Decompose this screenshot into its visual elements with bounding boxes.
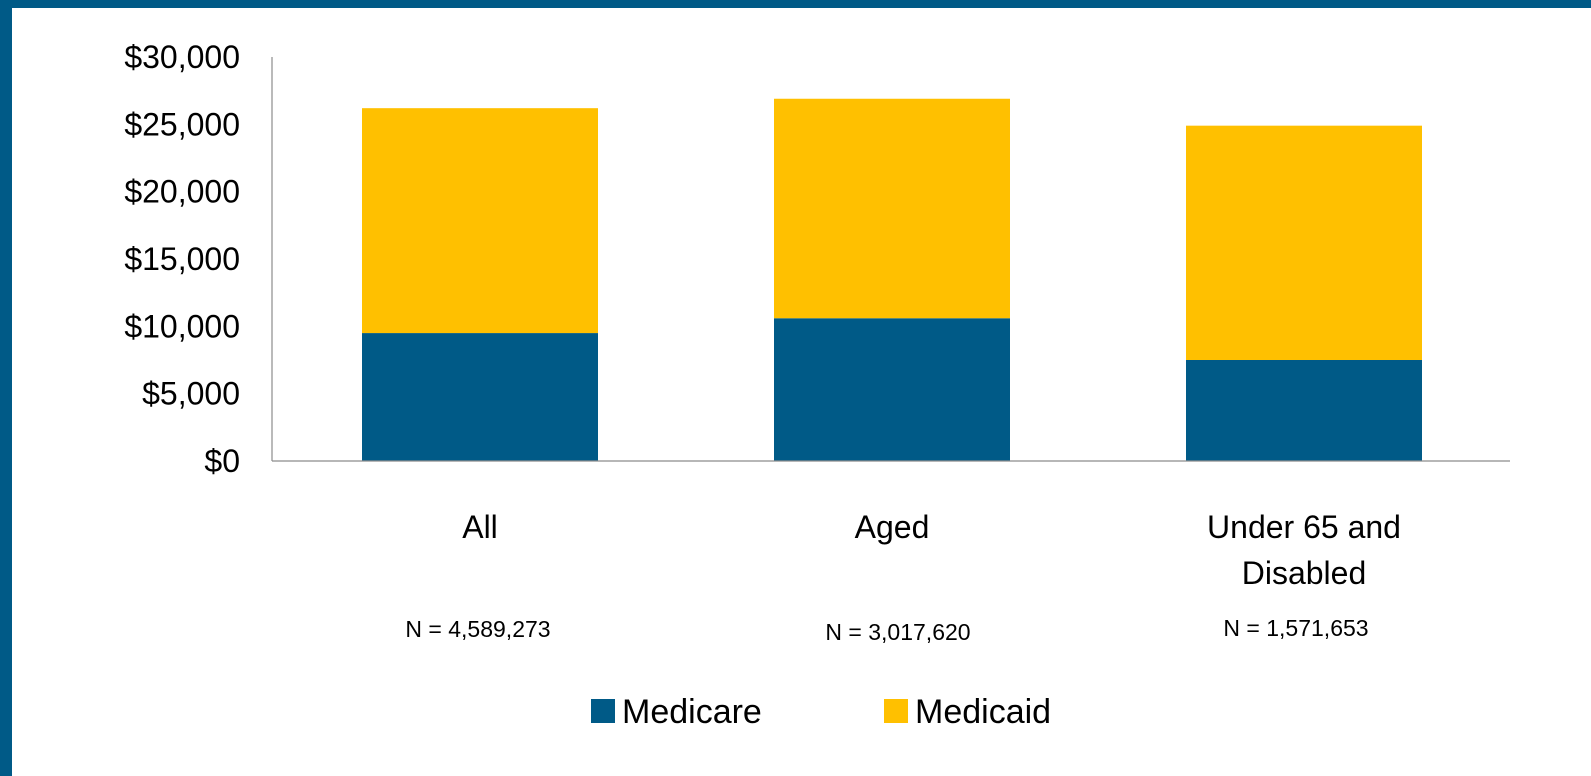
x-category-label-all: All [462,509,498,545]
y-tick-label: $0 [204,443,240,479]
y-tick-label: $5,000 [142,376,240,412]
bar-aged-medicaid [774,99,1010,319]
bar-under-65-and-disabled-medicaid [1186,126,1422,360]
bar-all-medicaid [362,108,598,333]
sample-size-label: N = 3,017,620 [825,619,970,645]
y-tick-label: $30,000 [124,39,240,75]
y-tick-label: $20,000 [124,174,240,210]
legend-swatch-medicaid [884,699,908,723]
y-tick-labels: $0 $5,000 $10,000 $15,000 $20,000 $25,000 $30,… [124,39,240,479]
x-category-label-under-65-and-disabled: Under 65 and Disabled [1207,509,1401,591]
sample-size-label: N = 4,589,273 [405,616,550,642]
legend-swatch-medicare [591,699,615,723]
bar-all-medicare [362,333,598,461]
bars-group [362,99,1422,461]
bar-under-65-and-disabled-medicare [1186,360,1422,461]
y-tick-label: $25,000 [124,106,240,142]
y-tick-label: $10,000 [124,308,240,344]
y-tick-label: $15,000 [124,241,240,277]
bar-aged-medicare [774,318,1010,461]
x-category-labels: All Aged Under 65 and Disabled [462,509,1401,591]
sample-size-labels: N = 4,589,273 N = 3,017,620 N = 1,571,653 [405,615,1368,645]
legend: Medicare Medicaid [591,693,1051,731]
legend-label-medicaid: Medicaid [915,693,1051,731]
x-category-label-aged: Aged [855,509,930,545]
sample-size-label: N = 1,571,653 [1223,615,1368,641]
legend-label-medicare: Medicare [622,693,762,731]
